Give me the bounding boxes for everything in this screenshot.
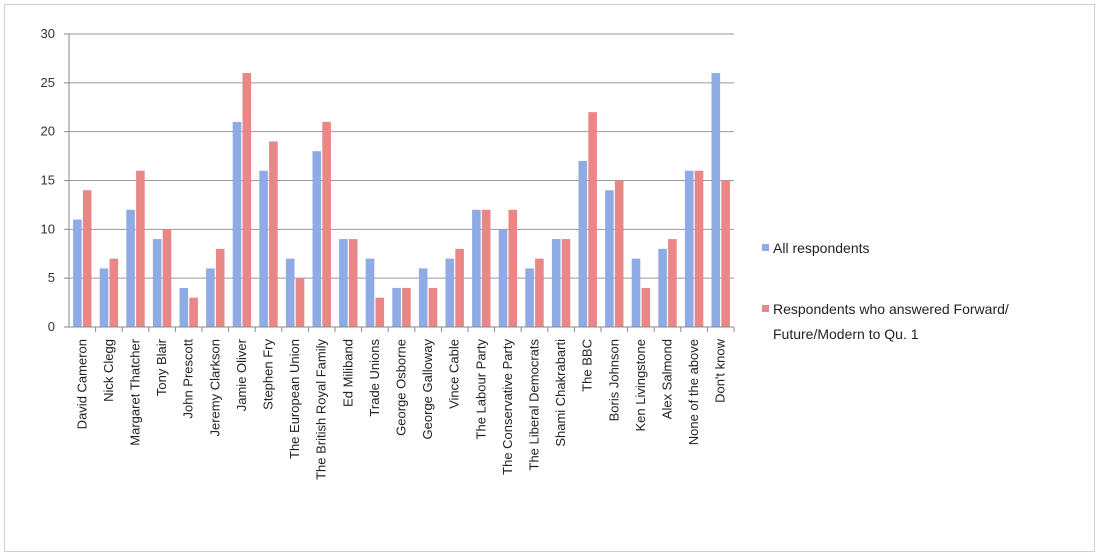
x-category-label: Don't know bbox=[713, 338, 728, 403]
y-tick-label: 10 bbox=[41, 221, 55, 236]
bar-all-respondents bbox=[711, 73, 721, 327]
bar-all-respondents bbox=[525, 268, 534, 327]
bar-all-respondents bbox=[551, 239, 561, 327]
y-tick-label: 25 bbox=[41, 75, 55, 90]
bar-forward-respondents bbox=[375, 297, 385, 327]
legend-swatch-all-respondents bbox=[762, 244, 769, 251]
bar-all-respondents bbox=[206, 268, 215, 327]
bar-forward-respondents bbox=[322, 121, 331, 328]
y-axis-tick-labels: 0 5 10 15 20 25 30 bbox=[41, 26, 55, 334]
x-category-label: Nick Clegg bbox=[101, 339, 116, 402]
bar-chart: 0 5 10 15 20 25 30 David Cameron Nick Clegg Marg… bbox=[41, 26, 1009, 480]
bar-all-respondents bbox=[152, 239, 162, 327]
x-category-label: Trade Unions bbox=[367, 339, 382, 417]
y-tick-label: 5 bbox=[48, 270, 55, 285]
x-category-label: George Galloway bbox=[420, 339, 435, 440]
x-category-label: Alex Salmond bbox=[660, 339, 675, 419]
bar-all-respondents bbox=[578, 160, 588, 327]
bar-forward-respondents bbox=[508, 209, 518, 327]
bar-all-respondents bbox=[312, 151, 322, 327]
x-category-label: David Cameron bbox=[74, 339, 89, 429]
x-category-label: Ed Miliband bbox=[340, 339, 355, 407]
bar-forward-respondents bbox=[189, 297, 198, 327]
bar-all-respondents bbox=[232, 121, 242, 328]
legend-label-all-respondents: All respondents bbox=[773, 240, 870, 256]
x-category-label: Vince Cable bbox=[447, 339, 462, 409]
bar-forward-respondents bbox=[162, 229, 172, 327]
gridlines bbox=[64, 33, 735, 332]
bar-all-respondents bbox=[126, 209, 135, 327]
bar-all-respondents bbox=[684, 170, 694, 327]
x-category-label: None of the above bbox=[686, 339, 701, 445]
bar-all-respondents bbox=[179, 287, 189, 327]
bar-forward-respondents bbox=[561, 239, 571, 327]
legend-label-forward-respondents-line1: Respondents who answered Forward/ bbox=[773, 301, 1009, 317]
bar-all-respondents bbox=[605, 190, 614, 327]
bar-forward-respondents bbox=[269, 141, 278, 327]
bar-forward-respondents bbox=[348, 239, 358, 327]
y-tick-label: 15 bbox=[41, 173, 55, 188]
legend-label-forward-respondents-line2: Future/Modern to Qu. 1 bbox=[773, 326, 919, 342]
x-category-label: Stephen Fry bbox=[261, 339, 276, 410]
bar-all-respondents bbox=[445, 258, 455, 327]
bar-forward-respondents bbox=[481, 209, 491, 327]
x-category-label: Ken Livingstone bbox=[633, 339, 648, 432]
x-category-label: Boris Johnson bbox=[606, 339, 621, 421]
bar-forward-respondents bbox=[242, 73, 252, 327]
bar-forward-respondents bbox=[136, 170, 145, 327]
bar-forward-respondents bbox=[455, 248, 464, 327]
x-category-label: The European Union bbox=[287, 339, 302, 459]
bar-all-respondents bbox=[498, 229, 508, 327]
x-category-label: George Osborne bbox=[394, 339, 409, 436]
chart-frame: 0 5 10 15 20 25 30 David Cameron Nick Clegg Marg… bbox=[4, 4, 1095, 552]
bar-forward-respondents bbox=[535, 258, 544, 327]
bar-all-respondents bbox=[99, 268, 109, 327]
bar-all-respondents bbox=[73, 219, 82, 327]
bar-forward-respondents bbox=[694, 170, 704, 327]
bar-forward-respondents bbox=[614, 180, 624, 327]
bar-all-respondents bbox=[392, 287, 401, 327]
bar-forward-respondents bbox=[109, 258, 119, 327]
x-category-label: Jamie Oliver bbox=[234, 338, 249, 411]
y-tick-label: 30 bbox=[41, 26, 55, 41]
bar-all-respondents bbox=[339, 239, 348, 327]
bar-all-respondents bbox=[472, 209, 481, 327]
x-category-label: Margaret Thatcher bbox=[128, 338, 143, 445]
y-tick-label: 0 bbox=[48, 319, 55, 334]
x-axis-category-labels: David Cameron Nick Clegg Margaret Thatcher… bbox=[74, 338, 727, 480]
x-category-label: The British Royal Family bbox=[314, 339, 329, 480]
x-category-label: Tony Blair bbox=[154, 338, 169, 396]
bar-forward-respondents bbox=[82, 190, 92, 327]
bar-forward-respondents bbox=[215, 248, 225, 327]
bar-forward-respondents bbox=[721, 180, 730, 327]
bar-forward-respondents bbox=[588, 112, 597, 327]
x-category-label: The Conservative Party bbox=[500, 339, 515, 475]
bar-all-respondents bbox=[285, 258, 295, 327]
bar-all-respondents bbox=[259, 170, 268, 327]
x-category-label: The BBC bbox=[580, 339, 595, 392]
bar-forward-respondents bbox=[641, 287, 651, 327]
bar-forward-respondents bbox=[402, 287, 411, 327]
x-category-label: The Labour Party bbox=[473, 339, 488, 440]
bar-all-respondents bbox=[418, 268, 428, 327]
bars bbox=[73, 73, 730, 328]
bar-forward-respondents bbox=[428, 287, 438, 327]
bar-all-respondents bbox=[365, 258, 375, 327]
x-category-label: Jeremy Clarkson bbox=[207, 339, 222, 437]
bar-all-respondents bbox=[631, 258, 641, 327]
y-tick-label: 20 bbox=[41, 124, 55, 139]
x-category-label: The Liberal Democrats bbox=[527, 339, 542, 471]
legend: All respondents Respondents who answered… bbox=[762, 240, 1009, 342]
x-category-label: Shami Chakrabarti bbox=[553, 339, 568, 447]
x-category-label: John Prescott bbox=[181, 339, 196, 419]
bar-forward-respondents bbox=[295, 278, 305, 327]
legend-swatch-forward-respondents bbox=[762, 305, 769, 312]
bar-all-respondents bbox=[658, 248, 667, 327]
bar-forward-respondents bbox=[668, 239, 677, 327]
